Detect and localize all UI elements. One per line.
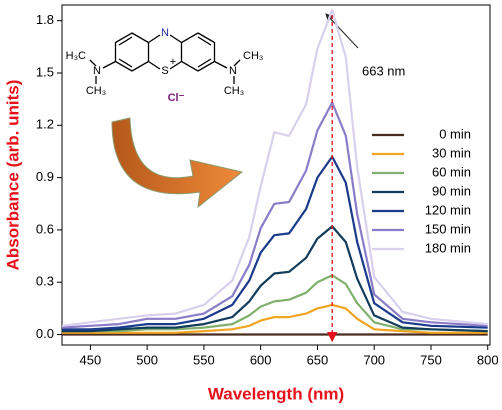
legend-label: 60 min <box>432 164 471 179</box>
x-tick-label: 600 <box>250 352 272 367</box>
atom-label: N <box>229 65 237 77</box>
atom-label: CH₃ <box>86 85 106 97</box>
legend-label: 180 min <box>425 240 471 255</box>
molecule <box>89 32 241 84</box>
counter-ion: Cl⁻ <box>168 92 185 104</box>
atom-label: S <box>161 65 168 77</box>
legend-label: 90 min <box>432 183 471 198</box>
y-tick-label: 0.9 <box>36 169 54 184</box>
atom-label: N <box>161 27 169 39</box>
y-tick-label: 0.0 <box>36 326 54 341</box>
x-tick-label: 550 <box>193 352 215 367</box>
y-tick-label: 1.5 <box>36 64 54 79</box>
x-axis-title: Wavelength (nm) <box>208 384 344 403</box>
series-line <box>62 274 488 333</box>
y-tick-label: 1.2 <box>36 117 54 132</box>
series-line <box>62 225 488 333</box>
x-tick-label: 700 <box>363 352 385 367</box>
peak-arrow <box>325 13 359 49</box>
atom-label: N <box>93 65 101 77</box>
atom-label: CH₃ <box>224 85 244 97</box>
atom-label: CH₃ <box>243 50 263 62</box>
x-tick-label: 800 <box>477 352 499 367</box>
legend-label: 120 min <box>425 202 471 217</box>
series-line <box>61 101 488 329</box>
plot-frame <box>61 4 491 346</box>
y-tick-label: 0.6 <box>36 221 54 236</box>
y-tick-label: 0.3 <box>36 274 54 289</box>
atom-label: H₃C <box>66 50 86 62</box>
y-tick-label: 1.8 <box>36 12 54 27</box>
legend-label: 30 min <box>432 145 471 160</box>
x-tick-label: 450 <box>80 352 102 367</box>
x-tick-label: 650 <box>307 352 329 367</box>
legend-label: 0 min <box>439 126 471 141</box>
series-line <box>62 303 488 334</box>
peak-label: 663 nm <box>362 63 405 78</box>
charge-label: + <box>170 56 176 68</box>
curved-arrow <box>111 117 244 209</box>
series-line <box>62 155 488 331</box>
legend-label: 150 min <box>425 221 471 236</box>
x-tick-label: 500 <box>136 352 158 367</box>
x-tick-label: 750 <box>420 352 442 367</box>
series-line <box>61 9 488 327</box>
y-axis-title: Absorbance (arb. units) <box>3 80 22 271</box>
